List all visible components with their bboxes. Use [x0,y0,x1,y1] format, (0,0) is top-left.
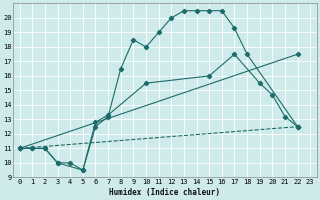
X-axis label: Humidex (Indice chaleur): Humidex (Indice chaleur) [109,188,220,197]
